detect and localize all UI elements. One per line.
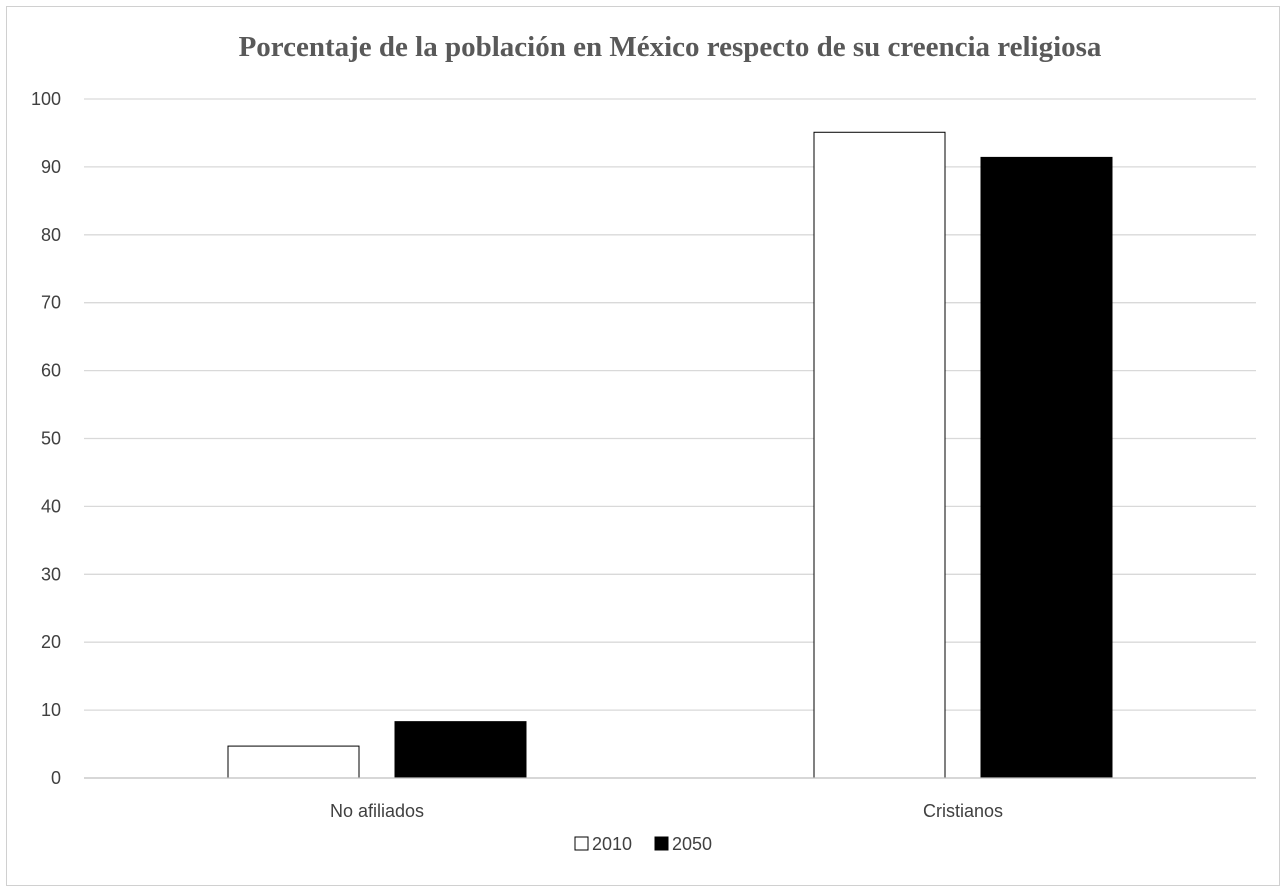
bar-2050-1 [980,156,1113,779]
legend-swatch [574,836,589,851]
chart-title: Porcentaje de la población en México res… [239,31,1102,63]
x-axis-categories: No afiliados Cristianos [330,801,1003,821]
y-tick-label: 10 [41,700,61,720]
legend-label: 2050 [672,834,712,854]
y-tick-label: 90 [41,157,61,177]
y-tick-label: 30 [41,564,61,584]
bar-2010-1 [813,131,946,779]
bars [227,131,1113,779]
y-axis-ticks: 0 10 20 30 40 50 60 70 80 90 100 [31,89,61,788]
y-tick-label: 100 [31,89,61,109]
legend-swatch [654,836,669,851]
y-tick-label: 60 [41,361,61,381]
y-tick-label: 20 [41,632,61,652]
y-tick-label: 0 [51,768,61,788]
x-category-label: Cristianos [923,801,1003,821]
legend-label: 2010 [592,834,632,854]
y-tick-label: 40 [41,496,61,516]
bar-2050-0 [394,721,527,779]
y-tick-label: 70 [41,293,61,313]
y-tick-label: 80 [41,225,61,245]
legend: 2010 2050 [574,834,712,854]
bar-2010-0 [227,745,360,779]
y-tick-label: 50 [41,429,61,449]
x-category-label: No afiliados [330,801,424,821]
